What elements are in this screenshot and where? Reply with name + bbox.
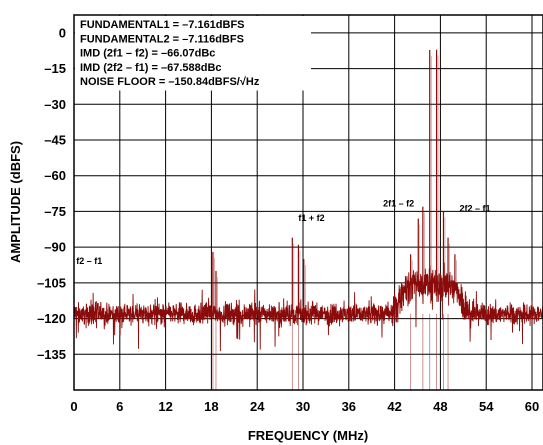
annotation-label: f2 – f1 (76, 256, 102, 266)
x-tick-label: 24 (250, 399, 265, 414)
y-tick-label: –120 (37, 311, 66, 326)
x-tick-label: 0 (70, 399, 77, 414)
y-axis-ticks: 0 –15 –30 –45 –60 –75 –90 –105 –120 –135 (37, 25, 66, 361)
x-tick-label: 36 (342, 399, 356, 414)
legend-line: IMD (2f2 – f1) = –67.588dBc (80, 62, 222, 74)
legend-box (75, 16, 311, 91)
y-tick-label: –60 (44, 168, 66, 183)
noise-trace (74, 262, 543, 352)
annotations: f2 – f1 f1 + f2 2f1 – f2 2f2 – f1 (76, 199, 490, 266)
y-tick-label: –90 (44, 240, 66, 255)
y-tick-label: –45 (44, 133, 66, 148)
x-axis-ticks: 0 6 12 18 24 30 36 42 48 54 60 (70, 399, 539, 414)
x-tick-label: 18 (204, 399, 218, 414)
x-tick-label: 12 (158, 399, 172, 414)
legend-line: FUNDAMENTAL2 = –7.116dBFS (80, 33, 244, 45)
legend: FUNDAMENTAL1 = –7.161dBFS FUNDAMENTAL2 = … (80, 19, 260, 88)
annotation-label: 2f2 – f1 (459, 203, 490, 213)
x-tick-label: 42 (387, 399, 401, 414)
legend-line: IMD (2f1 – f2) = –66.07dBc (80, 48, 215, 60)
x-tick-label: 60 (525, 399, 539, 414)
y-tick-label: –15 (44, 61, 66, 76)
spectrum-trace (74, 49, 543, 390)
y-axis-label: AMPLITUDE (dBFS) (8, 141, 23, 263)
x-tick-label: 48 (433, 399, 447, 414)
x-axis-label: FREQUENCY (MHz) (248, 428, 368, 443)
y-tick-label: –135 (37, 347, 66, 362)
x-tick-label: 6 (116, 399, 123, 414)
annotation-label: 2f1 – f2 (383, 199, 414, 209)
x-tick-label: 54 (479, 399, 494, 414)
y-tick-label: –105 (37, 275, 66, 290)
legend-line: NOISE FLOOR = –150.84dBFS/√Hz (80, 76, 260, 88)
legend-line: FUNDAMENTAL1 = –7.161dBFS (80, 19, 245, 31)
y-tick-label: –75 (44, 204, 66, 219)
y-tick-label: 0 (59, 25, 66, 40)
y-tick-label: –30 (44, 97, 66, 112)
plot-frame (73, 14, 543, 391)
x-tick-label: 30 (296, 399, 310, 414)
annotation-label: f1 + f2 (298, 213, 324, 223)
